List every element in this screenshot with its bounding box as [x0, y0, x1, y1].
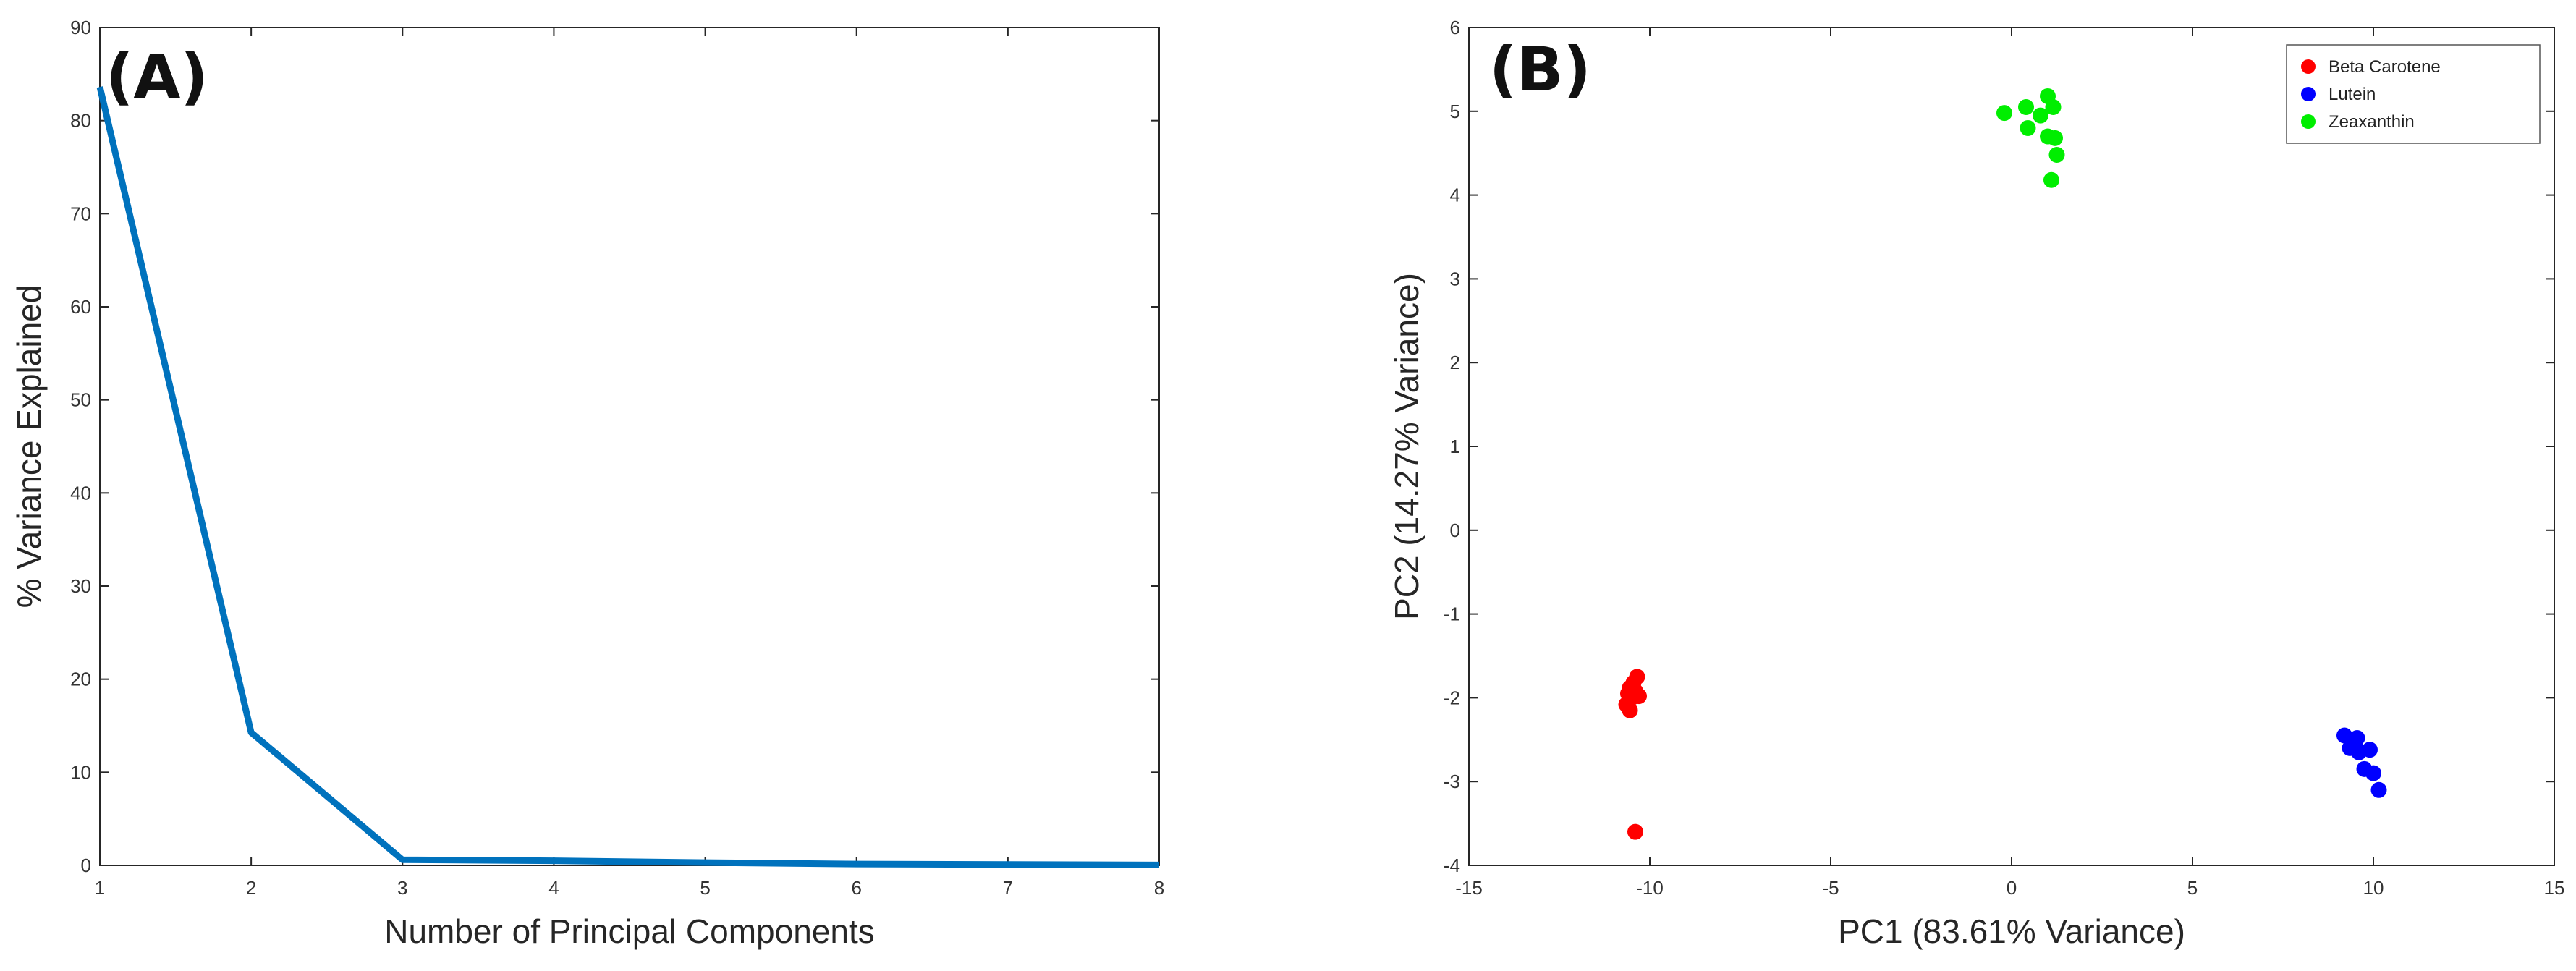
y-tick-label: 6 [1450, 17, 1460, 38]
y-tick-label: 4 [1450, 185, 1460, 206]
legend-marker [2301, 59, 2316, 74]
scatter-point [2043, 171, 2059, 188]
legend-label: Zeaxanthin [2329, 112, 2415, 132]
y-axis-title: % Variance Explained [10, 285, 48, 609]
scatter-point [1631, 688, 1647, 705]
y-tick-label: 60 [70, 296, 91, 318]
y-tick-label: -4 [1444, 855, 1460, 876]
scatter-point [2047, 130, 2063, 146]
x-tick-label: 7 [1003, 877, 1013, 899]
legend-marker [2301, 87, 2316, 101]
scatter-point [2347, 736, 2363, 752]
x-tick-label: 6 [851, 877, 861, 899]
y-tick-label: 40 [70, 482, 91, 504]
plot-frame [1468, 27, 2555, 866]
scatter-point [2018, 99, 2034, 116]
y-tick-label: 2 [1450, 352, 1460, 373]
scatter-point [2033, 107, 2048, 124]
series-line [96, 86, 1160, 868]
y-tick-label: 70 [70, 203, 91, 224]
y-tick-label: -2 [1444, 687, 1460, 708]
y-tick-label: 90 [70, 17, 91, 38]
x-tick-label: 8 [1154, 877, 1164, 899]
x-tick-label: -15 [1455, 877, 1483, 899]
scatter-point [2370, 781, 2387, 798]
y-tick-label: 20 [70, 669, 91, 690]
series-layer [1618, 88, 2387, 840]
x-tick-label: 10 [2363, 877, 2384, 899]
x-tick-label: 2 [246, 877, 256, 899]
scatter-point [2045, 99, 2062, 116]
y-tick-label: 5 [1450, 101, 1460, 122]
legend-box [2286, 44, 2541, 144]
x-axis-title: Number of Principal Components [384, 912, 875, 950]
legend-label: Lutein [2329, 85, 2376, 104]
y-tick-label: 0 [1450, 520, 1460, 541]
x-tick-label: -10 [1636, 877, 1664, 899]
y-tick-label: 3 [1450, 268, 1460, 289]
x-tick-label: 4 [548, 877, 559, 899]
y-tick-label: 1 [1450, 436, 1460, 457]
y-axis-title: PC2 (14.27% Variance) [1388, 273, 1425, 620]
panel-label: (A) [106, 41, 208, 112]
plot-frame [99, 27, 1160, 866]
x-tick-label: 5 [700, 877, 710, 899]
y-tick-label: 10 [70, 761, 91, 783]
scatter-point [1622, 702, 1638, 718]
scatter-point [2365, 765, 2381, 781]
scatter-point [2020, 119, 2036, 136]
x-tick-label: 0 [2007, 877, 2017, 899]
scatter-point [2362, 742, 2378, 758]
scatter-point [1996, 105, 2012, 122]
y-tick-label: 80 [70, 110, 91, 132]
panel-a: 1 2 3 4 5 6 7 8 0 10 20 30 40 50 60 70 80 90 (A) Number o… [0, 0, 1187, 971]
panel-b: -15 -10 -5 0 5 10 15 -4 -3 -2 -1 0 1 2 3 4 5 6 (B) PC1 (8… [1360, 0, 2576, 971]
panel-label: (B) [1489, 34, 1591, 105]
y-tick-label: 50 [70, 389, 91, 411]
y-tick-label: -1 [1444, 603, 1460, 625]
y-tick-label: 0 [81, 855, 91, 876]
x-tick-label: -5 [1822, 877, 1839, 899]
scatter-point [1627, 823, 1643, 840]
y-tick-label: 30 [70, 575, 91, 597]
legend-label: Beta Carotene [2329, 57, 2441, 77]
series-layer [96, 86, 1160, 868]
x-tick-label: 15 [2544, 877, 2565, 899]
x-tick-label: 1 [95, 877, 105, 899]
y-tick-label: -3 [1444, 771, 1460, 792]
x-tick-label: 3 [397, 877, 407, 899]
legend: Beta Carotene Lutein Zeaxanthin [2286, 44, 2541, 144]
x-axis-title: PC1 (83.61% Variance) [1838, 912, 2185, 950]
scatter-point [2048, 147, 2065, 164]
x-tick-label: 5 [2187, 877, 2198, 899]
legend-marker [2301, 114, 2316, 129]
